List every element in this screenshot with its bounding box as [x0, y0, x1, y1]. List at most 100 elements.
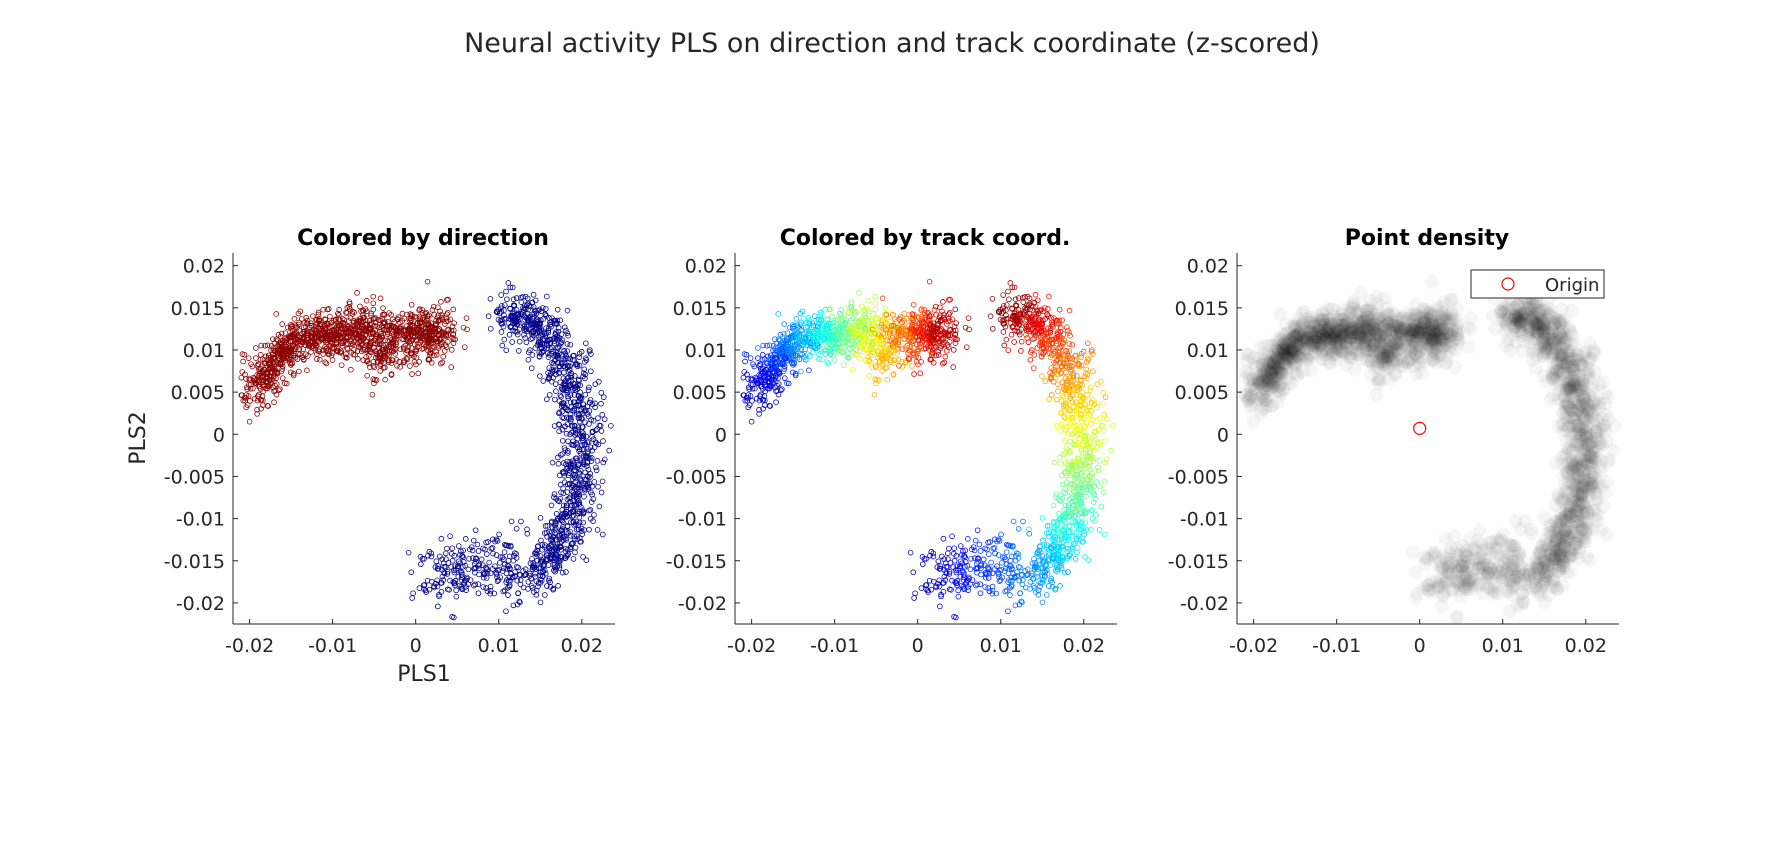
data-point — [1093, 479, 1100, 485]
data-point — [581, 461, 588, 468]
data-point — [1101, 531, 1108, 538]
data-point — [409, 371, 415, 377]
data-point — [582, 391, 589, 398]
data-point — [1044, 592, 1050, 598]
data-point — [514, 577, 521, 584]
data-point — [309, 313, 316, 319]
data-point — [1030, 365, 1037, 371]
data-point — [973, 582, 979, 589]
data-point — [470, 555, 476, 562]
data-point — [805, 314, 812, 321]
data-point — [276, 387, 282, 394]
data-point — [578, 348, 585, 355]
data-point — [565, 448, 571, 454]
data-point — [270, 336, 276, 342]
data-point — [1006, 296, 1012, 303]
data-point — [370, 306, 377, 313]
data-point — [1101, 478, 1108, 485]
data-point — [545, 329, 552, 336]
data-point — [596, 503, 603, 510]
data-point — [449, 545, 456, 552]
data-point — [977, 548, 984, 554]
data-point — [433, 558, 440, 565]
data-point — [568, 532, 574, 539]
data-point — [442, 321, 448, 327]
data-point — [523, 339, 530, 346]
data-point — [516, 598, 523, 605]
data-point — [593, 467, 600, 474]
data-point — [503, 288, 509, 295]
data-point — [1108, 447, 1115, 454]
data-point — [951, 545, 958, 552]
data-point — [879, 295, 886, 302]
data-point — [447, 533, 453, 539]
data-point — [450, 340, 457, 346]
data-point — [363, 297, 370, 304]
data-point — [581, 493, 587, 500]
data-point — [559, 426, 566, 433]
data-point — [537, 515, 544, 521]
data-point — [327, 313, 333, 320]
data-point — [384, 327, 390, 334]
data-point — [377, 368, 384, 374]
data-point — [1101, 411, 1108, 418]
data-point — [395, 316, 401, 323]
data-point — [322, 359, 328, 366]
data-point — [530, 291, 537, 298]
data-point — [495, 577, 502, 583]
data-point — [589, 455, 595, 461]
data-point — [955, 587, 961, 594]
data-point — [944, 550, 951, 557]
data-point — [264, 342, 271, 349]
data-point — [1085, 557, 1092, 563]
data-point — [570, 556, 577, 562]
data-point — [594, 426, 600, 432]
data-point — [561, 445, 568, 451]
data-point — [416, 358, 422, 365]
data-point — [434, 577, 441, 584]
data-point — [501, 336, 508, 343]
data-point — [953, 614, 959, 621]
data-point — [537, 553, 544, 559]
data-point — [850, 366, 856, 373]
data-point — [856, 290, 862, 296]
data-point — [557, 392, 564, 399]
data-point — [453, 587, 459, 594]
data-point — [575, 402, 581, 408]
data-point — [755, 355, 761, 361]
data-point — [324, 321, 331, 328]
data-point — [499, 320, 506, 327]
data-point — [360, 357, 367, 364]
data-point — [1102, 394, 1109, 401]
data-point — [574, 496, 580, 502]
data-point — [487, 296, 494, 302]
data-point — [509, 339, 515, 345]
data-point — [1007, 592, 1013, 598]
data-point — [505, 592, 511, 598]
data-point — [441, 348, 448, 354]
data-point — [544, 396, 550, 403]
data-point — [528, 365, 535, 371]
data-point — [930, 553, 937, 560]
data-point — [335, 310, 341, 317]
data-point — [1002, 588, 1009, 595]
data-point — [376, 352, 383, 359]
data-point — [478, 556, 485, 563]
data-point — [1085, 340, 1091, 347]
data-point — [529, 352, 536, 358]
data-point — [1001, 342, 1008, 349]
data-point — [872, 300, 879, 307]
data-point — [896, 363, 902, 369]
data-point — [565, 393, 571, 400]
data-point — [588, 499, 595, 505]
data-point — [599, 531, 606, 538]
data-point — [557, 340, 564, 347]
data-point — [486, 559, 492, 566]
data-point — [514, 563, 520, 570]
x-tick-label: -0.02 — [225, 635, 274, 657]
data-point — [551, 396, 558, 403]
data-point — [600, 394, 607, 401]
data-point — [606, 447, 613, 454]
data-point — [461, 344, 468, 350]
data-point — [872, 293, 879, 300]
